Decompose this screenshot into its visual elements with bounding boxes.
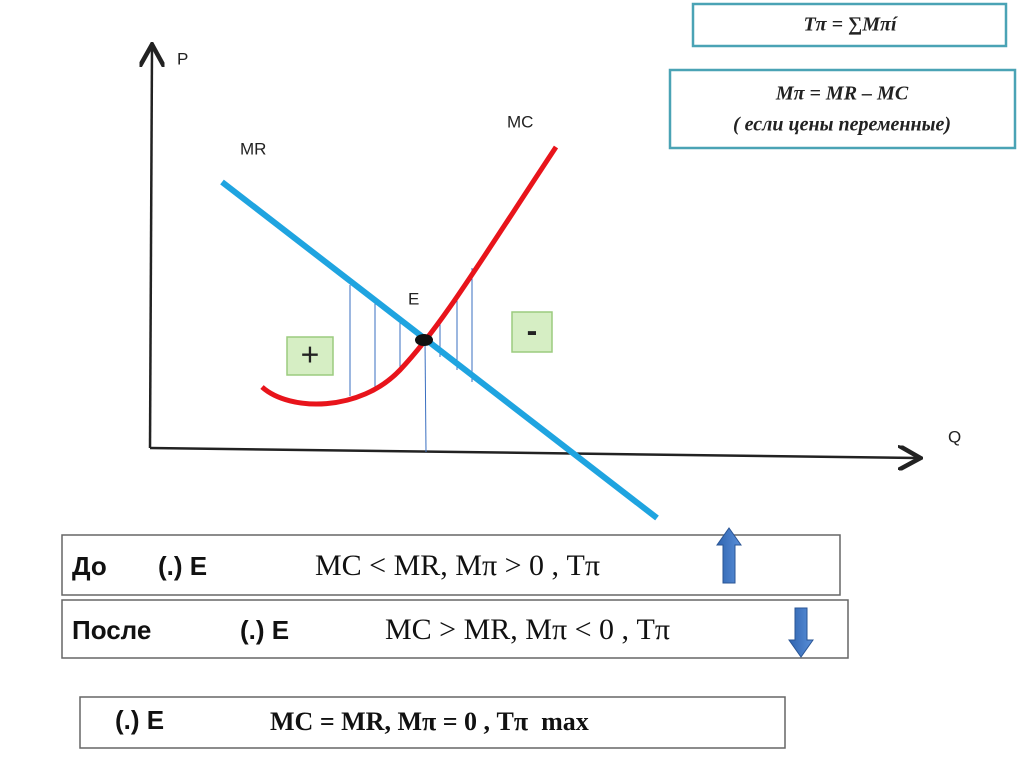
statement-formula: MC > MR, Mπ < 0 , Tπ: [385, 613, 670, 646]
statement-prefix: После: [72, 615, 151, 645]
statement-box: [79, 696, 786, 749]
formula-box: [691, 2, 1008, 48]
up-arrow: [716, 527, 742, 584]
mc-label: MC: [507, 112, 533, 131]
total-formula: Tπ = ∑Mπí: [803, 14, 897, 36]
y-axis: [150, 47, 152, 449]
statement-formula: MC < MR, Mπ > 0 , Tπ: [315, 549, 600, 582]
marginal-formula: Mπ = MR – MC: [775, 83, 909, 105]
statement-prefix: До: [72, 551, 107, 581]
statement-box: [61, 534, 841, 596]
minus-label: -: [527, 312, 538, 348]
minus-box: [511, 311, 553, 353]
plus-box: [286, 336, 334, 376]
formula-note: ( если цены переменные): [733, 114, 951, 136]
y-axis-label: P: [177, 49, 188, 68]
mc-curve: [260, 145, 559, 407]
statement-point: (.) E: [115, 705, 164, 735]
formula-box: [668, 68, 1017, 150]
hatching: [349, 268, 473, 453]
equilibrium-point: [415, 334, 433, 346]
point-label: E: [408, 289, 419, 308]
statement-point: (.) E: [158, 551, 207, 581]
down-arrow: [788, 607, 814, 658]
mr-line: [220, 179, 659, 521]
statement-formula: MC = MR, Mπ = 0 , Tπ max: [270, 707, 589, 736]
mr-label: MR: [240, 139, 266, 158]
statement-box: [61, 599, 849, 659]
x-axis: [149, 448, 918, 458]
statement-point: (.) E: [240, 615, 289, 645]
plus-label: +: [301, 336, 320, 372]
x-axis-label: Q: [948, 427, 961, 446]
